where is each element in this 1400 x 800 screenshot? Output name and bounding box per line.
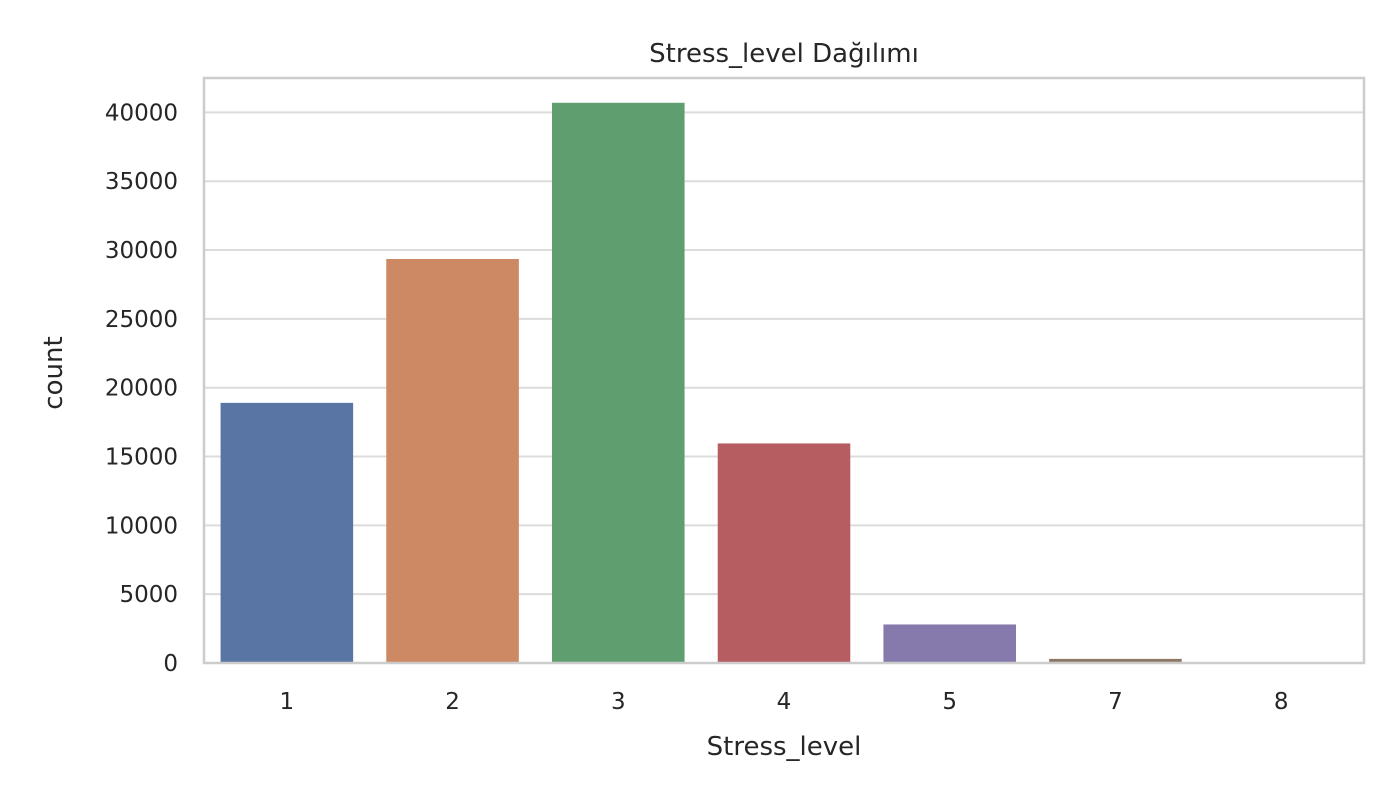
y-tick-label: 40000 [105,100,178,126]
x-tick-label: 2 [445,689,460,715]
x-tick-labels: 1 2 3 4 5 7 8 [280,689,1289,715]
x-tick-label: 7 [1108,689,1123,715]
x-tick-label: 1 [280,689,295,715]
plot-frame [202,76,1366,665]
bar-stress-level-5 [883,624,1016,663]
bar-stress-level-4 [717,443,851,663]
bar-group [220,102,1348,663]
x-tick-label: 3 [611,689,626,715]
x-tick-label: 5 [942,689,957,715]
x-axis-label: Stress_level [707,732,862,762]
y-tick-label: 0 [163,651,178,677]
bar-stress-level-7 [1049,658,1182,663]
x-tick-label: 4 [777,689,792,715]
bar-stress-level-1 [220,402,354,663]
y-tick-label: 5000 [119,582,178,608]
y-tick-label: 10000 [105,513,178,539]
y-axis-label: count [39,336,69,409]
x-tick-label: 8 [1274,689,1289,715]
bar-stress-level-2 [386,259,519,663]
y-tick-labels: 0 5000 10000 15000 20000 25000 30000 35000 40000 [105,100,178,677]
bar-stress-level-3 [552,102,685,663]
y-tick-label: 25000 [105,307,178,333]
y-tick-label: 20000 [105,376,178,402]
y-tick-label: 30000 [105,238,178,264]
y-tick-label: 15000 [105,445,178,471]
y-tick-label: 35000 [105,169,178,195]
chart-title: Stress_level Dağılımı [649,39,919,69]
